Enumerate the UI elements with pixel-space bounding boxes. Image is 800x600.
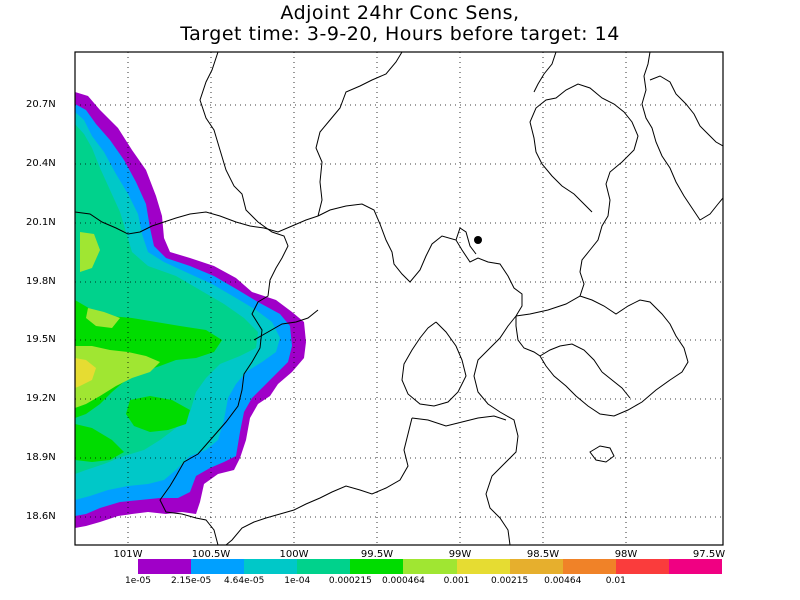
colorbar-swatch-0 xyxy=(138,559,192,574)
lon-label-100: 100W xyxy=(279,549,309,560)
boundary-morelos xyxy=(411,415,507,427)
boundary-mexico-state xyxy=(473,315,519,545)
plot-frame xyxy=(74,51,724,546)
boundary-puebla-south xyxy=(601,371,631,399)
map-title-line2: Target time: 3-9-20, Hours before target… xyxy=(180,23,620,45)
lat-label-19.8: 19.8N xyxy=(26,276,56,287)
lat-label-19.5: 19.5N xyxy=(26,334,56,345)
sens-level-teal xyxy=(75,124,258,474)
map-title-line1: Adjoint 24hr Conc Sens, xyxy=(280,2,520,24)
boundary-michoacan-north xyxy=(253,309,319,341)
colorbar-label-3: 1e-04 xyxy=(284,576,311,586)
boundary-queretaro-south xyxy=(317,203,523,317)
boundary-guanajuato-south xyxy=(75,211,319,235)
target-marker xyxy=(474,236,482,244)
lon-label-100.5: 100.5W xyxy=(191,549,231,560)
boundary-cdmx xyxy=(401,321,467,407)
lon-label-98: 98W xyxy=(614,549,638,560)
colorbar-swatch-1 xyxy=(191,559,245,574)
colorbar-swatch-5 xyxy=(403,559,458,574)
colorbar-swatch-10 xyxy=(668,559,723,574)
colorbar-label-7: 0.00215 xyxy=(491,576,529,586)
boundary-guerrero xyxy=(225,417,413,545)
boundary-tlaxcala-north xyxy=(539,343,603,373)
colorbar-label-0: 1e-05 xyxy=(125,576,151,586)
state-boundaries xyxy=(75,52,723,545)
boundary-queretaro-west xyxy=(315,52,403,217)
lat-label-18.9: 18.9N xyxy=(26,452,56,463)
colorbar-label-1: 2.15e-05 xyxy=(170,576,212,586)
boundary-hidalgo-east xyxy=(515,83,639,317)
lat-label-18.6: 18.6N xyxy=(26,511,56,522)
lon-label-97.5: 97.5W xyxy=(692,549,726,560)
colorbar-label-2: 4.64e-05 xyxy=(224,576,265,586)
boundary-puebla-tlaxcala xyxy=(515,295,689,417)
colorbar-label-6: 0.001 xyxy=(443,576,470,586)
colorbar-swatch-9 xyxy=(615,559,670,574)
colorbar-swatch-3 xyxy=(297,559,351,574)
colorbar-label-8: 0.00464 xyxy=(544,576,582,586)
sensitivity-field xyxy=(75,92,306,528)
colorbar-swatch-4 xyxy=(350,559,404,574)
colorbar-swatch-8 xyxy=(562,559,617,574)
lon-label-99.5: 99.5W xyxy=(360,549,394,560)
boundary-hidalgo-west xyxy=(455,227,477,255)
lon-label-99: 99W xyxy=(448,549,472,560)
colorbar-swatch-2 xyxy=(244,559,298,574)
boundary-veracruz-north xyxy=(649,75,723,147)
sens-level-green-3 xyxy=(75,424,124,462)
colorbar-swatch-6 xyxy=(456,559,511,574)
sens-level-yellow xyxy=(75,358,96,388)
lat-label-20.4: 20.4N xyxy=(26,158,56,169)
boundary-sanluis xyxy=(533,52,557,93)
lon-label-98.5: 98.5W xyxy=(526,549,560,560)
colorbar-label-4: 0.000215 xyxy=(328,576,372,586)
colorbar-swatch-7 xyxy=(509,559,564,574)
lon-label-101: 101W xyxy=(113,549,143,560)
boundary-small-lake xyxy=(589,445,615,463)
boundary-michoacan-east xyxy=(159,52,289,545)
colorbar-label-5: 0.000464 xyxy=(381,576,425,586)
sens-level-yellowgreen xyxy=(75,346,160,408)
boundary-veracruz xyxy=(641,52,723,221)
colorbar-label-9: 0.01 xyxy=(605,576,626,586)
lat-label-20.1: 20.1N xyxy=(26,217,56,228)
sens-level-yellowgreen-2 xyxy=(86,308,120,328)
sens-level-yellowgreen-3 xyxy=(80,232,100,272)
lat-label-20.7: 20.7N xyxy=(26,99,56,110)
lat-label-19.2: 19.2N xyxy=(26,393,56,404)
sens-level-green-2 xyxy=(126,396,190,432)
